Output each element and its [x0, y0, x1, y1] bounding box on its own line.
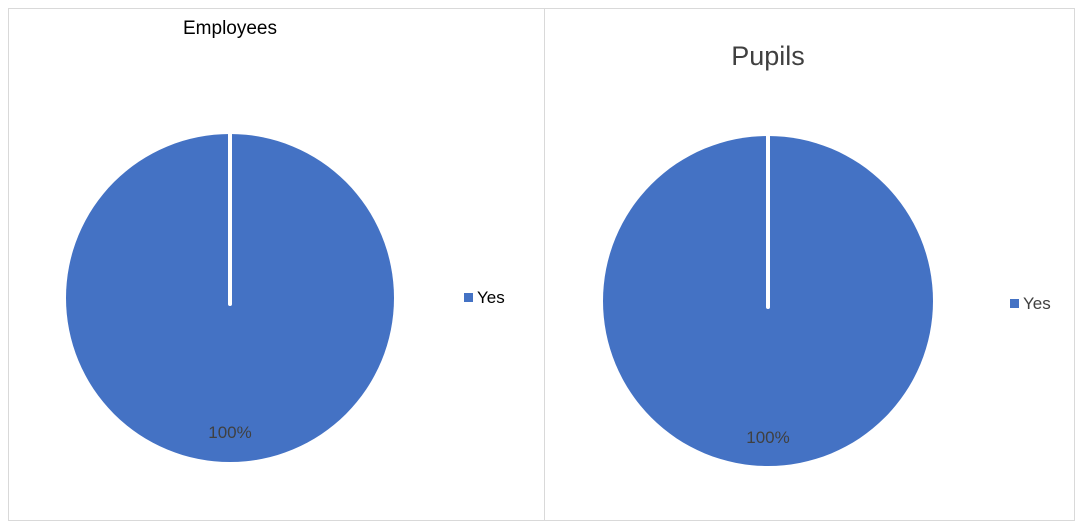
legend-swatch [1010, 299, 1019, 308]
pie-slices [603, 133, 933, 466]
pie-slices [66, 131, 394, 462]
legend-label: Yes [1023, 294, 1051, 313]
legend: Yes [1010, 294, 1051, 313]
legend-swatch [464, 293, 473, 302]
chart-title: Pupils [731, 41, 805, 71]
data-label: 100% [208, 423, 251, 442]
legend: Yes [464, 288, 505, 307]
legend-label: Yes [477, 288, 505, 307]
employees-chart-panel: Employees 100% Yes [8, 8, 545, 521]
employees-pie-chart: Employees 100% Yes [66, 18, 505, 462]
pupils-pie-chart: Pupils 100% Yes [603, 41, 1051, 466]
chart-title: Employees [183, 18, 277, 39]
data-label: 100% [746, 428, 789, 447]
pupils-chart-panel: Pupils 100% Yes [544, 8, 1075, 521]
